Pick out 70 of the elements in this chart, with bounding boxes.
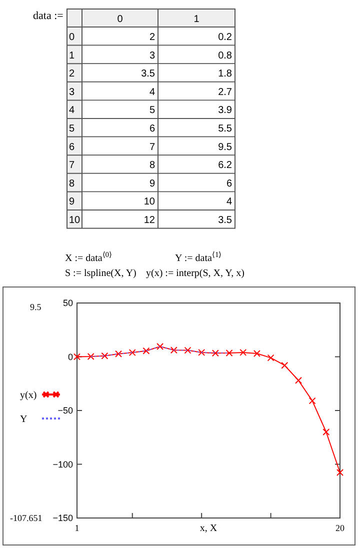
text: y(x) := interp(S, X, Y, x) xyxy=(146,268,244,279)
data-label: 2.7 xyxy=(218,86,232,98)
data-label: 0.8 xyxy=(218,50,232,62)
data-label: 3 xyxy=(149,50,156,62)
point xyxy=(226,349,233,356)
data-label: 6 xyxy=(226,178,232,190)
point xyxy=(336,468,344,476)
x-tick-label: 20 xyxy=(336,523,345,533)
x-axis-title: x, X xyxy=(200,523,218,534)
y-tick-label: 0 xyxy=(69,32,75,43)
point xyxy=(294,376,302,384)
data-label: 5.5 xyxy=(218,124,232,134)
point xyxy=(308,397,316,404)
data-label: 6 xyxy=(149,124,156,134)
point xyxy=(212,350,219,357)
y-tick-label: 3 xyxy=(69,86,75,98)
legend-label: y(x) xyxy=(20,390,37,401)
y-tick-label: 5 xyxy=(69,124,75,134)
text: -107.651 xyxy=(10,513,42,523)
data-label: 3.5 xyxy=(218,215,232,226)
legend-label: Y xyxy=(20,414,28,425)
y-tick-label: 1 xyxy=(69,50,75,62)
point xyxy=(184,346,192,354)
point xyxy=(156,343,164,350)
y-tick-label: 6 xyxy=(69,142,75,153)
chart-title: data := xyxy=(33,10,64,22)
point xyxy=(322,428,330,436)
data-label: 3.9 xyxy=(218,105,232,116)
y-tick-label: −100 xyxy=(52,459,73,470)
data-label: 4 xyxy=(226,196,232,208)
y-tick-label: 9 xyxy=(69,196,75,208)
point xyxy=(115,350,122,358)
data-label: 7 xyxy=(149,142,156,153)
data-label: 12 xyxy=(144,215,156,226)
y-tick-label: −50 xyxy=(58,406,73,416)
point xyxy=(101,352,108,360)
point xyxy=(74,353,80,360)
point xyxy=(240,348,247,356)
text: 9.5 xyxy=(30,302,42,312)
data-label: 10 xyxy=(144,196,156,208)
data-label: 2 xyxy=(149,32,156,43)
data-label: 6.2 xyxy=(218,160,232,172)
y-tick-label: 8 xyxy=(69,178,75,190)
data-label: 3.5 xyxy=(141,68,156,80)
point xyxy=(253,350,260,358)
text: Y := data$^{⟨1⟩}$ xyxy=(175,250,222,264)
data-label: 8 xyxy=(149,160,156,172)
y-tick-label: 10 xyxy=(69,215,81,226)
y-tick-label: 4 xyxy=(69,105,75,116)
point xyxy=(87,353,94,360)
point xyxy=(170,346,178,354)
point xyxy=(198,348,206,356)
data-label: 5 xyxy=(149,105,156,116)
point xyxy=(281,362,288,369)
y-tick-label: 7 xyxy=(69,160,75,172)
data-label: 0.2 xyxy=(218,32,232,43)
data-label: 4 xyxy=(149,86,156,98)
y-tick-label: −150 xyxy=(52,513,73,523)
data-label: 9.5 xyxy=(218,142,232,153)
data-label: 9 xyxy=(149,178,156,190)
y-tick-label: 2 xyxy=(69,68,75,80)
text: X := data$^{⟨0⟩}$ xyxy=(65,250,112,264)
text: S := lspline(X, Y) xyxy=(65,268,136,279)
line-series xyxy=(90,346,230,358)
point xyxy=(267,354,274,362)
data-label: 1.8 xyxy=(218,68,232,80)
point xyxy=(128,349,136,356)
point xyxy=(142,347,150,354)
y-tick-label: 0 xyxy=(68,352,73,362)
y-tick-label: 50 xyxy=(62,298,73,308)
